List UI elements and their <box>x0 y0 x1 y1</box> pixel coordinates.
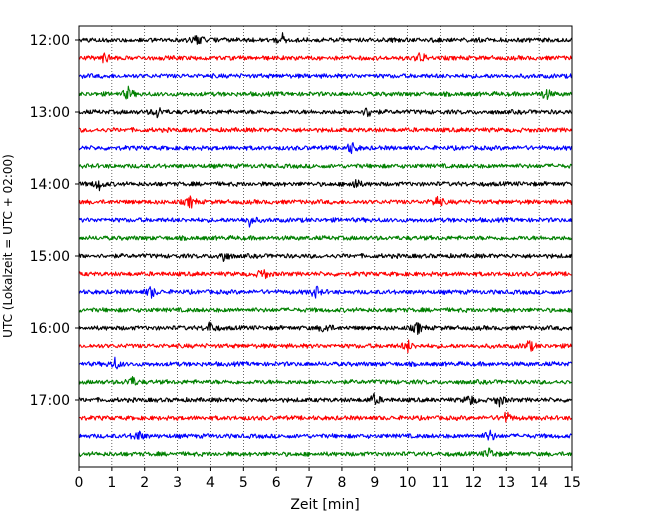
seismogram-trace <box>78 269 573 280</box>
x-tick-label: 4 <box>206 475 215 491</box>
seismogram-trace <box>78 107 573 119</box>
x-tick-label: 0 <box>75 475 84 491</box>
seismogram-trace <box>78 32 573 45</box>
x-tick-label: 1 <box>107 475 116 491</box>
seismogram-trace <box>78 321 573 335</box>
x-tick-label: 3 <box>173 475 182 491</box>
y-tick-label: 17:00 <box>30 393 70 409</box>
seismogram-trace <box>78 163 573 169</box>
x-tick-label: 6 <box>272 475 281 491</box>
y-tick-label: 13:00 <box>30 105 70 121</box>
x-axis-ticks: 0 1 2 3 4 5 6 7 8 9 10 11 12 13 14 15 <box>75 467 581 491</box>
x-tick-label: 14 <box>530 475 548 491</box>
x-tick-label: 15 <box>563 475 581 491</box>
seismogram-trace <box>79 127 573 133</box>
seismogram-trace <box>78 216 573 228</box>
seismogram-trace <box>78 179 573 192</box>
seismogram-trace <box>78 285 573 299</box>
seismogram-trace <box>78 85 573 100</box>
x-axis-title: Zeit [min] <box>290 497 359 513</box>
y-axis-ticks: 12:00 13:00 14:00 15:00 16:00 17:00 <box>30 33 79 409</box>
seismogram-trace <box>78 195 573 209</box>
seismogram-trace <box>78 356 573 370</box>
seismogram-trace <box>78 73 573 79</box>
seismogram-trace <box>78 235 573 241</box>
plot-frame <box>78 25 573 468</box>
seismogram-trace <box>78 411 573 423</box>
x-tick-label: 5 <box>239 475 248 491</box>
seismogram-trace <box>78 392 573 408</box>
seismogram-trace <box>78 142 573 155</box>
y-tick-label: 14:00 <box>30 177 70 193</box>
seismogram-trace <box>78 447 573 458</box>
seismogram-trace <box>78 52 573 64</box>
seismogram-trace <box>78 307 573 314</box>
y-tick-label: 15:00 <box>30 249 70 265</box>
y-tick-label: 16:00 <box>30 321 70 337</box>
x-tick-label: 12 <box>464 475 482 491</box>
seismogram-trace <box>78 376 573 386</box>
seismogram-traces <box>78 32 573 458</box>
x-tick-label: 9 <box>370 475 379 491</box>
x-tick-label: 13 <box>497 475 515 491</box>
seismogram-trace <box>78 429 573 441</box>
y-tick-label: 12:00 <box>30 33 70 49</box>
x-tick-label: 2 <box>140 475 149 491</box>
x-tick-label: 7 <box>305 475 314 491</box>
x-tick-label: 11 <box>432 475 450 491</box>
y-axis-title: UTC (Lokalzeit = UTC + 02:00) <box>1 154 15 338</box>
seismogram-trace <box>78 252 573 263</box>
x-tick-label: 10 <box>399 475 417 491</box>
x-tick-label: 8 <box>337 475 346 491</box>
seismogram-trace <box>78 339 573 354</box>
